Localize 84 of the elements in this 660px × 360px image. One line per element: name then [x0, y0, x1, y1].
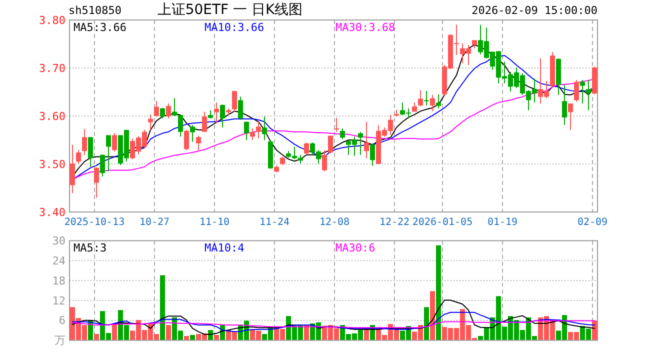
- x-tick-label: 02-09: [577, 217, 608, 228]
- text: MA30:6: [336, 242, 376, 255]
- y-tick-label: 18: [52, 274, 66, 288]
- text: 2026-02-09 15:00:00: [472, 4, 598, 17]
- candlestick: [562, 84, 567, 126]
- candlestick: [340, 128, 345, 140]
- candlestick: [160, 107, 165, 119]
- x-tick-label: 11-10: [199, 217, 230, 228]
- candlestick: [256, 121, 261, 140]
- candlestick: [202, 111, 207, 132]
- line-series: [72, 300, 595, 335]
- candlestick: [418, 90, 423, 107]
- candlestick: [88, 136, 93, 168]
- x-tick-label: 10-27: [139, 217, 170, 228]
- candlestick: [238, 96, 243, 120]
- y-tick-label: 12: [52, 294, 66, 308]
- candlestick: [196, 135, 201, 151]
- bar: [94, 334, 99, 340]
- text: MA10:4: [204, 242, 245, 255]
- bar: [160, 275, 165, 340]
- candlestick: [574, 80, 579, 102]
- candlestick: [244, 121, 249, 140]
- line-series: [72, 312, 595, 332]
- candlestick: [430, 94, 435, 112]
- candlestick: [106, 134, 111, 172]
- candlestick: [184, 129, 189, 151]
- bar: [424, 307, 429, 340]
- y-tick-label: 万: [54, 334, 66, 348]
- y-tick-label: 3.50: [39, 158, 66, 171]
- bar: [430, 291, 435, 340]
- bar: [184, 336, 189, 340]
- y-tick-label: 24: [52, 254, 66, 268]
- candlestick: [112, 132, 117, 152]
- bar: [214, 334, 219, 340]
- bar: [166, 325, 171, 340]
- candlestick: [100, 154, 105, 177]
- text: MA5:3.66: [74, 21, 126, 34]
- candlestick: [232, 90, 237, 112]
- x-tick-label: 01-19: [487, 217, 518, 228]
- x-tick-label: 12-22: [379, 217, 410, 228]
- bar: [112, 324, 117, 340]
- candlestick: [328, 135, 333, 154]
- candlestick: [190, 124, 195, 142]
- y-tick-label: 3.70: [39, 62, 66, 75]
- candlestick: [214, 102, 219, 124]
- candlestick: [580, 80, 585, 104]
- x-tick-label: 12-08: [319, 217, 350, 228]
- candlestick: [358, 131, 363, 156]
- candlestick: [154, 100, 159, 117]
- candlestick: [94, 166, 99, 198]
- text: sh510850: [68, 4, 122, 17]
- candlestick: [220, 104, 225, 128]
- y-tick-label: 6: [58, 314, 66, 328]
- candlestick: [568, 103, 573, 130]
- candlestick: [364, 121, 369, 159]
- candlestick: [76, 150, 81, 164]
- candlestick: [148, 114, 153, 130]
- x-tick-label: 11-24: [259, 217, 290, 228]
- candlestick: [304, 142, 309, 155]
- bar: [436, 245, 441, 340]
- y-tick-label: 30: [52, 234, 66, 248]
- bar: [190, 334, 195, 340]
- x-tick-label: 2026-01-05: [412, 217, 473, 228]
- candlestick: [370, 142, 375, 166]
- candlestick: [166, 103, 171, 119]
- candlestick: [82, 128, 87, 156]
- y-tick-label: 3.40: [39, 206, 66, 219]
- text: MA30:3.68: [336, 21, 396, 34]
- candlestick: [424, 90, 429, 106]
- bar: [592, 320, 597, 340]
- candlestick: [586, 80, 591, 111]
- candlestick: [334, 117, 339, 132]
- candlestick: [262, 116, 267, 140]
- candlestick: [322, 150, 327, 172]
- text: MA5:3: [74, 242, 107, 255]
- y-tick-label: 3.60: [39, 110, 66, 123]
- y-tick-label: 3.80: [39, 14, 66, 27]
- x-tick-label: 2025-10-13: [64, 217, 125, 228]
- text: MA10:3.66: [204, 21, 264, 34]
- candlestick: [250, 128, 255, 140]
- chart-title: 上证50ETF 一 日K线图: [157, 2, 303, 18]
- candlestick: [436, 94, 441, 109]
- candlestick: [70, 144, 75, 194]
- line-series: [72, 320, 595, 328]
